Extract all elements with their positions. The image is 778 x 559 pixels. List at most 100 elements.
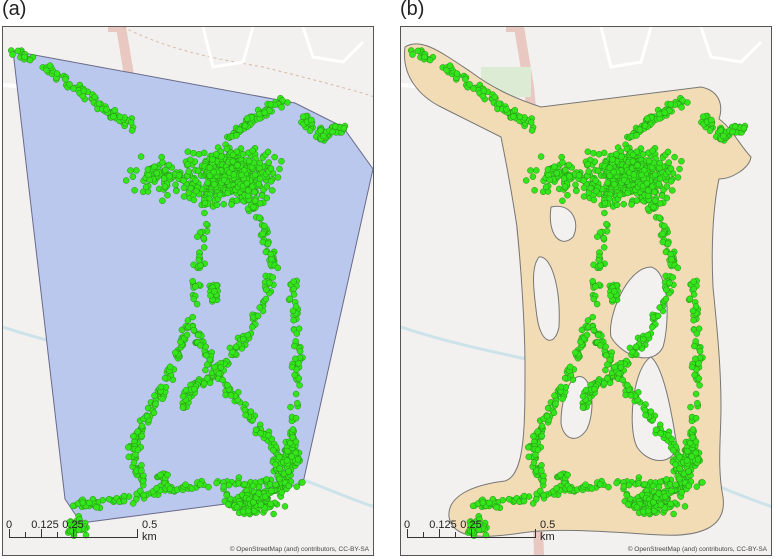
gps-point	[190, 149, 197, 157]
gps-point	[220, 176, 228, 184]
gps-point	[267, 481, 274, 488]
gps-point	[580, 193, 588, 200]
gps-point	[583, 331, 591, 339]
gps-point	[655, 483, 663, 491]
gps-point	[678, 489, 686, 496]
gps-point	[642, 411, 649, 419]
gps-point	[205, 483, 212, 491]
gps-point	[224, 501, 232, 508]
gps-point	[681, 503, 689, 510]
gps-point	[173, 187, 180, 195]
gps-point	[138, 432, 146, 440]
gps-point	[627, 392, 635, 399]
gps-point	[220, 200, 227, 208]
gps-point	[534, 446, 542, 454]
gps-point	[264, 240, 272, 247]
gps-point	[263, 476, 270, 483]
gps-point	[479, 499, 487, 506]
gps-point	[676, 453, 683, 461]
gps-point	[192, 283, 199, 290]
gps-point	[178, 326, 186, 334]
gps-point	[257, 430, 264, 437]
gps-point	[595, 256, 603, 264]
gps-point	[320, 132, 327, 140]
gps-point	[602, 366, 609, 374]
gps-point	[533, 167, 540, 174]
gps-point	[658, 192, 666, 199]
gps-point	[628, 201, 635, 208]
gps-point	[683, 457, 691, 464]
gps-point	[671, 153, 678, 161]
gps-point	[584, 161, 592, 168]
gps-point	[688, 453, 696, 460]
gps-point	[587, 184, 595, 192]
gps-point	[589, 313, 596, 321]
gps-point	[290, 316, 297, 324]
scale-label: 0.125	[31, 519, 59, 531]
gps-point	[62, 76, 69, 83]
gps-point	[161, 374, 169, 382]
gps-point	[204, 375, 211, 382]
gps-point	[672, 461, 679, 468]
gps-point	[534, 428, 541, 435]
map-canvas-b	[401, 27, 771, 555]
gps-point	[624, 501, 632, 508]
gps-point	[233, 132, 240, 139]
gps-point	[194, 167, 202, 175]
gps-point	[638, 171, 645, 179]
gps-point	[70, 85, 77, 92]
gps-point	[263, 286, 270, 293]
gps-point	[116, 113, 124, 121]
gps-point	[187, 184, 195, 192]
gps-point	[136, 487, 144, 495]
gps-point	[256, 304, 263, 311]
gps-point	[122, 177, 130, 184]
gps-point	[244, 331, 252, 339]
gps-point	[453, 70, 461, 77]
gps-point	[685, 482, 693, 490]
gps-point	[293, 330, 301, 337]
gps-point	[184, 317, 192, 324]
gps-point	[233, 503, 241, 511]
gps-point	[688, 363, 696, 371]
gps-point	[129, 173, 137, 180]
gps-point	[602, 351, 610, 359]
gps-point	[274, 174, 282, 181]
gps-point	[195, 331, 202, 339]
gps-point	[674, 174, 682, 181]
gps-point	[610, 288, 618, 295]
gps-point	[276, 165, 283, 173]
gps-point	[261, 109, 268, 116]
gps-point	[202, 343, 209, 350]
gps-point	[249, 147, 256, 154]
gps-point	[340, 124, 348, 132]
gps-point	[153, 169, 161, 177]
gps-points-a	[7, 47, 349, 539]
gps-point	[196, 342, 204, 349]
gps-point	[510, 113, 517, 120]
gps-point	[269, 446, 277, 454]
gps-point	[151, 163, 158, 171]
gps-point	[110, 113, 117, 120]
gps-point	[527, 167, 534, 174]
gps-point	[157, 383, 165, 391]
gps-point	[495, 100, 503, 107]
gps-point	[80, 87, 88, 95]
gps-point	[657, 501, 665, 508]
gps-point	[590, 196, 598, 204]
gps-point	[134, 446, 142, 454]
gps-point	[263, 183, 271, 190]
gps-point	[134, 428, 141, 435]
gps-point	[255, 483, 263, 491]
gps-point	[579, 393, 587, 400]
gps-point	[133, 167, 140, 174]
gps-point	[693, 483, 701, 490]
gps-point	[462, 76, 469, 83]
map-panel-buffer[interactable]: 0 0.125 0.25 0.5 km © OpenStreetMap (and…	[400, 26, 772, 556]
gps-point	[690, 291, 698, 298]
gps-point	[676, 465, 683, 472]
gps-point	[656, 304, 663, 311]
gps-point	[503, 106, 510, 113]
gps-point	[602, 343, 609, 350]
map-panel-convex-hull[interactable]: 0 0.125 0.25 0.5 km © OpenStreetMap (and…	[2, 26, 374, 556]
